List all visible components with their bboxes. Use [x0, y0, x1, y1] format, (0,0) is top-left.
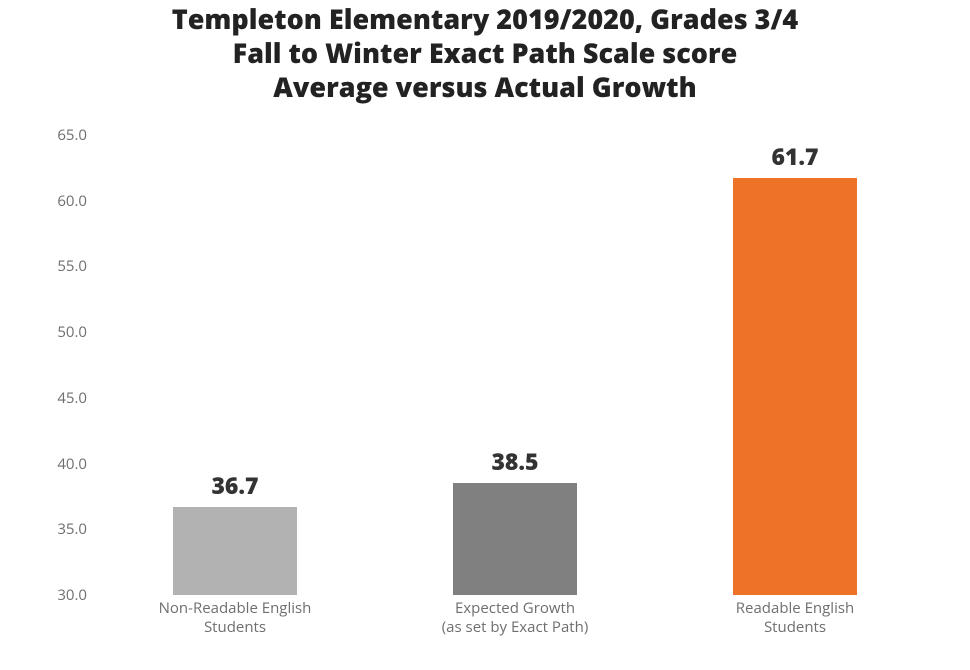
y-tick-label: 55.0 — [57, 256, 87, 276]
y-tick-label: 50.0 — [57, 322, 87, 342]
y-tick-label: 60.0 — [57, 191, 87, 211]
x-category-label: Readable EnglishStudents — [736, 599, 854, 637]
chart-title-line-3: Average versus Actual Growth — [0, 70, 970, 104]
chart-title-line-2: Fall to Winter Exact Path Scale score — [0, 36, 970, 70]
x-category-label: Non-Readable EnglishStudents — [159, 599, 312, 637]
x-category-label: Expected Growth(as set by Exact Path) — [442, 599, 588, 637]
y-tick-label: 65.0 — [57, 125, 87, 145]
bar-value-label: 38.5 — [491, 445, 538, 477]
bar: 36.7 — [173, 507, 296, 595]
chart-title: Templeton Elementary 2019/2020, Grades 3… — [0, 2, 970, 103]
y-tick-label: 30.0 — [57, 585, 87, 605]
bar: 61.7 — [733, 178, 856, 595]
bar: 38.5 — [453, 483, 576, 595]
bar-chart: Templeton Elementary 2019/2020, Grades 3… — [0, 0, 970, 670]
y-tick-label: 35.0 — [57, 519, 87, 539]
bar-value-label: 61.7 — [771, 140, 818, 172]
y-tick-label: 45.0 — [57, 388, 87, 408]
chart-title-line-1: Templeton Elementary 2019/2020, Grades 3… — [0, 2, 970, 36]
bar-value-label: 36.7 — [211, 469, 258, 501]
y-tick-label: 40.0 — [57, 454, 87, 474]
plot-area: 30.035.040.045.050.055.060.065.036.7Non-… — [95, 135, 935, 595]
